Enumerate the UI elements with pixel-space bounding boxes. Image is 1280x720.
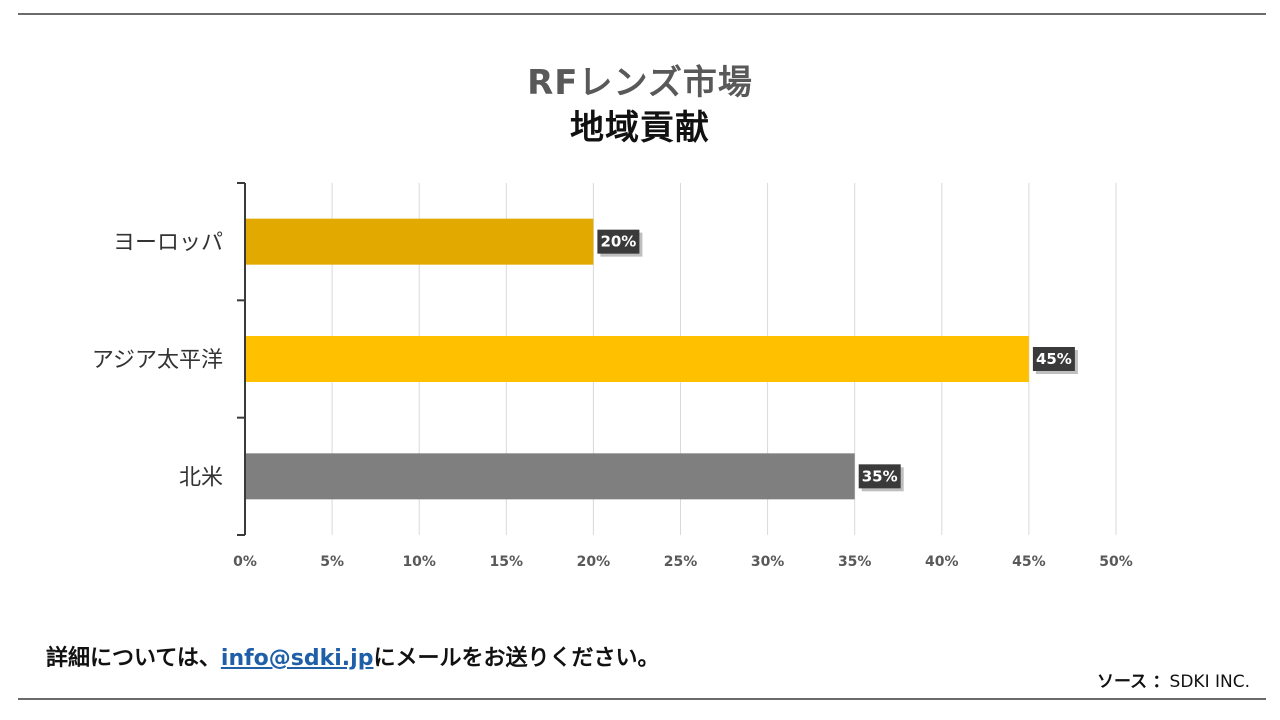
value-label: 35% xyxy=(862,467,898,485)
chart-title: RFレンズ市場 xyxy=(527,63,753,103)
bar xyxy=(246,336,1029,382)
x-tick-label: 0% xyxy=(233,554,257,570)
x-tick-label: 10% xyxy=(402,554,436,570)
contact-suffix: にメールをお送りください。 xyxy=(373,646,660,671)
category-label: 北米 xyxy=(179,465,223,490)
x-tick-label: 20% xyxy=(577,554,611,570)
value-label: 45% xyxy=(1036,350,1072,368)
x-tick-label: 35% xyxy=(838,554,872,570)
bottom-rule xyxy=(18,698,1266,700)
source-separator: ： xyxy=(1152,672,1170,692)
value-label: 20% xyxy=(600,233,636,251)
contact-prefix: 詳細については、 xyxy=(46,646,221,671)
x-tick-label: 45% xyxy=(1012,554,1046,570)
source-label: ソース xyxy=(1096,672,1148,692)
bar xyxy=(246,218,594,265)
value-label-box xyxy=(1032,347,1075,371)
top-rule xyxy=(18,13,1266,15)
value-label-box xyxy=(597,229,640,254)
source-credit: ソース ：SDKI INC. xyxy=(1097,667,1250,692)
x-tick-label: 40% xyxy=(925,554,959,570)
x-tick-label: 5% xyxy=(320,554,344,570)
x-tick-label: 25% xyxy=(664,554,698,570)
bar xyxy=(246,453,855,500)
x-tick-label: 30% xyxy=(751,554,785,570)
chart-subtitle: 地域貢献 xyxy=(570,108,710,148)
value-label-box xyxy=(858,464,901,489)
x-tick-label: 50% xyxy=(1099,554,1133,570)
x-tick-label: 15% xyxy=(490,554,524,570)
email-link[interactable]: info@sdki.jp xyxy=(220,646,374,671)
category-label: ヨーロッパ xyxy=(113,231,223,256)
contact-note: 詳細については、info@sdki.jpにメールをお送りください。 xyxy=(46,640,659,672)
category-label: アジア太平洋 xyxy=(92,348,223,373)
source-value: SDKI INC. xyxy=(1169,672,1250,692)
